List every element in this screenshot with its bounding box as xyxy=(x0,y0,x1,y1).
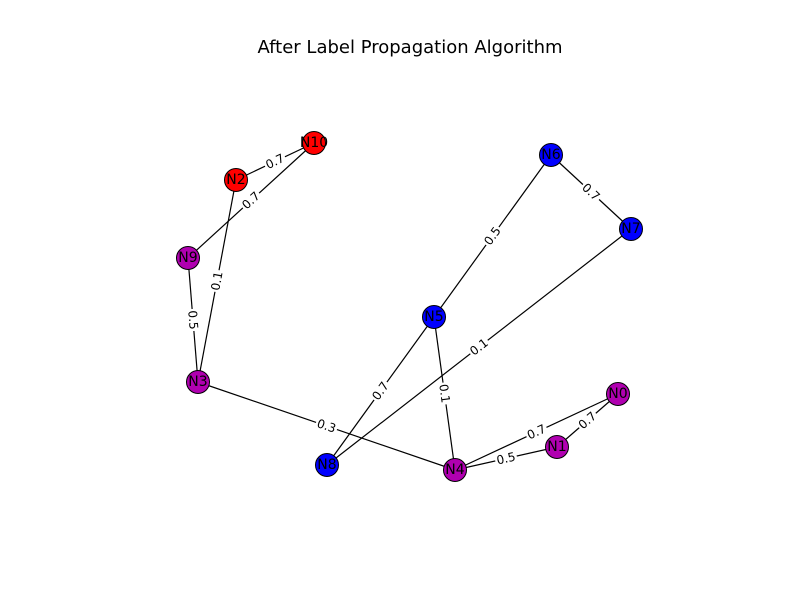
node-label: N4 xyxy=(445,462,464,478)
node-n4: N4 xyxy=(443,458,467,482)
node-label: N0 xyxy=(608,386,627,402)
figure-title: After Label Propagation Algorithm xyxy=(257,37,562,58)
node-circle xyxy=(176,246,200,270)
node-n9: N9 xyxy=(176,246,200,270)
edge-weight-background xyxy=(184,308,202,332)
edge-weight-background xyxy=(479,222,506,250)
node-label: N3 xyxy=(188,374,207,390)
edge-weight-label: 0.7 xyxy=(523,420,550,444)
node-label: N5 xyxy=(424,309,443,325)
edge-weight-text: 0.1 xyxy=(208,270,225,291)
edge-weight-background xyxy=(493,448,519,469)
edge-weight-background xyxy=(573,407,602,434)
edge-weight-label: 0.5 xyxy=(493,448,519,469)
node-n7: N7 xyxy=(619,217,643,241)
node-circle xyxy=(224,168,248,192)
node-label: N2 xyxy=(226,172,245,188)
node-label: N6 xyxy=(541,147,560,163)
edge-weight-background xyxy=(523,420,550,444)
node-label: N1 xyxy=(547,439,566,455)
node-label: N10 xyxy=(300,135,328,151)
edge-weight-background xyxy=(207,268,227,294)
edge-weight-background xyxy=(367,377,394,405)
node-label: N8 xyxy=(317,457,336,473)
node-circle xyxy=(606,382,630,406)
edge-weight-background xyxy=(261,149,289,174)
edge-weight-label: 0.1 xyxy=(435,381,454,406)
edge-weight-label: 0.3 xyxy=(313,414,340,438)
edge-weight-text: 0.3 xyxy=(315,416,338,435)
edge-weight-text: 0.5 xyxy=(495,450,517,468)
edge-weight-text: 0.1 xyxy=(436,383,452,404)
edge-weight-background xyxy=(465,333,493,361)
node-circle xyxy=(302,131,326,155)
node-circle xyxy=(422,305,446,329)
edge-weight-background xyxy=(313,414,340,438)
node-circle xyxy=(443,458,467,482)
edge-weight-label: 0.7 xyxy=(261,149,289,174)
edge-weight-text: 0.5 xyxy=(185,310,200,330)
node-label: N7 xyxy=(621,221,640,237)
node-n6: N6 xyxy=(539,143,563,167)
node-circle xyxy=(619,217,643,241)
edge-weight-label: 0.5 xyxy=(184,308,202,332)
node-n2: N2 xyxy=(224,168,248,192)
node-circle xyxy=(315,453,339,477)
node-n10: N10 xyxy=(300,131,328,155)
node-n0: N0 xyxy=(606,382,630,406)
nodes-layer: N0 N1 N2 N3 N4 N5 N6 N7 N8 N9 N10 xyxy=(176,131,643,482)
node-n8: N8 xyxy=(315,453,339,477)
node-circle xyxy=(539,143,563,167)
edge-weight-label: 0.1 xyxy=(207,268,227,294)
node-n3: N3 xyxy=(186,370,210,394)
edge-weight-background xyxy=(237,187,265,214)
node-label: N9 xyxy=(178,250,197,266)
node-n1: N1 xyxy=(545,435,569,459)
edge-weight-background xyxy=(435,381,454,406)
edge-weight-background xyxy=(577,178,605,206)
node-n5: N5 xyxy=(422,305,446,329)
node-circle xyxy=(186,370,210,394)
node-circle xyxy=(545,435,569,459)
